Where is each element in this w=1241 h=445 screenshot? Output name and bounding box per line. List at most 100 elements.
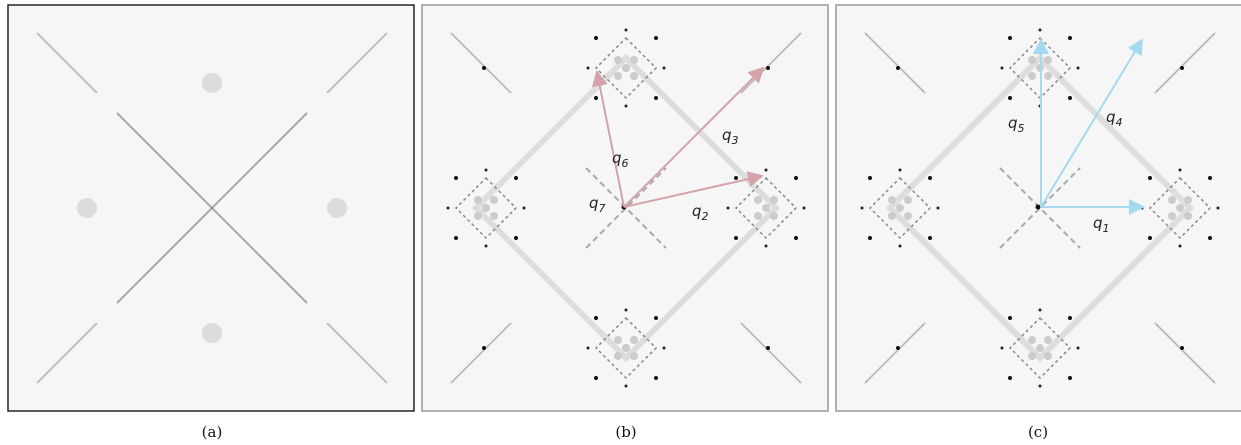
bragg-peak: [1039, 385, 1042, 388]
bragg-peak: [587, 67, 590, 70]
cluster-spot: [1044, 72, 1052, 80]
cluster-spot: [630, 72, 638, 80]
bragg-peak: [1068, 316, 1072, 320]
bragg-peak: [1180, 346, 1184, 350]
cluster-spot: [904, 212, 912, 220]
bragg-peak: [1148, 236, 1152, 240]
bragg-peak: [594, 316, 598, 320]
bragg-peak: [1001, 347, 1004, 350]
cluster-spot: [1028, 56, 1036, 64]
bragg-peak: [734, 236, 738, 240]
bragg-peak: [1008, 316, 1012, 320]
bragg-peak: [928, 176, 932, 180]
bragg-peak: [485, 245, 488, 248]
bragg-peak: [594, 36, 598, 40]
bragg-peak: [727, 207, 730, 210]
caption: (a): [202, 423, 223, 441]
bragg-peak: [765, 169, 768, 172]
cluster-spot: [1176, 204, 1184, 212]
bragg-peak: [514, 236, 518, 240]
bragg-peak: [765, 245, 768, 248]
bragg-peak: [625, 29, 628, 32]
cluster-spot: [1036, 344, 1044, 352]
cluster-spot: [1168, 196, 1176, 204]
cluster-spot: [1184, 212, 1192, 220]
cluster-spot: [630, 56, 638, 64]
bragg-peak: [1001, 67, 1004, 70]
bragg-peak: [766, 66, 770, 70]
bragg-peak: [899, 169, 902, 172]
bragg-peak: [447, 207, 450, 210]
cluster-spot: [1184, 196, 1192, 204]
cluster-spot: [1028, 72, 1036, 80]
bragg-peak: [454, 176, 458, 180]
cluster-spot: [622, 344, 630, 352]
bragg-peak: [514, 176, 518, 180]
bragg-peak: [663, 67, 666, 70]
bragg-peak: [1068, 376, 1072, 380]
cluster-spot: [614, 72, 622, 80]
cluster-spot: [770, 196, 778, 204]
cluster-spot: [770, 212, 778, 220]
bragg-peak: [937, 207, 940, 210]
cluster-spot: [614, 56, 622, 64]
bragg-peak: [654, 36, 658, 40]
bragg-peak: [1208, 176, 1212, 180]
cluster-spot: [614, 352, 622, 360]
bragg-peak: [1039, 29, 1042, 32]
bragg-peak: [482, 66, 486, 70]
diffuse-spot: [327, 198, 347, 218]
bragg-peak: [794, 176, 798, 180]
bragg-peak: [868, 236, 872, 240]
bragg-peak: [803, 207, 806, 210]
cluster-spot: [482, 204, 490, 212]
cluster-spot: [888, 212, 896, 220]
diffuse-spot: [77, 198, 97, 218]
bragg-peak: [734, 176, 738, 180]
bragg-peak: [625, 105, 628, 108]
bragg-peak: [485, 169, 488, 172]
cluster-spot: [754, 196, 762, 204]
bragg-peak: [896, 346, 900, 350]
bragg-peak: [861, 207, 864, 210]
bragg-peak: [594, 376, 598, 380]
diffuse-spot: [202, 73, 222, 93]
cluster-spot: [630, 336, 638, 344]
cluster-spot: [474, 212, 482, 220]
bragg-peak: [896, 66, 900, 70]
diffuse-spot: [202, 323, 222, 343]
bragg-peak: [663, 347, 666, 350]
cluster-spot: [904, 196, 912, 204]
caption: (c): [1028, 423, 1048, 441]
cluster-spot: [1044, 352, 1052, 360]
bragg-peak: [1179, 169, 1182, 172]
bragg-peak: [625, 309, 628, 312]
bragg-peak: [868, 176, 872, 180]
bragg-peak: [1008, 376, 1012, 380]
bragg-peak: [1068, 96, 1072, 100]
cluster-spot: [1028, 336, 1036, 344]
bragg-peak: [1077, 67, 1080, 70]
cluster-spot: [762, 204, 770, 212]
bragg-peak: [523, 207, 526, 210]
bragg-peak: [1179, 245, 1182, 248]
bragg-peak: [899, 245, 902, 248]
bragg-peak: [1217, 207, 1220, 210]
bragg-peak: [1068, 36, 1072, 40]
cluster-spot: [474, 196, 482, 204]
bragg-peak: [625, 385, 628, 388]
caption: (b): [615, 423, 636, 441]
bragg-peak: [654, 376, 658, 380]
bragg-peak: [1008, 96, 1012, 100]
cluster-spot: [1028, 352, 1036, 360]
cluster-spot: [614, 336, 622, 344]
cluster-spot: [754, 212, 762, 220]
center-peak: [1036, 205, 1041, 210]
cluster-spot: [1044, 336, 1052, 344]
bragg-peak: [1208, 236, 1212, 240]
bragg-peak: [654, 316, 658, 320]
cluster-spot: [490, 196, 498, 204]
bragg-peak: [1180, 66, 1184, 70]
bragg-peak: [928, 236, 932, 240]
bragg-peak: [454, 236, 458, 240]
